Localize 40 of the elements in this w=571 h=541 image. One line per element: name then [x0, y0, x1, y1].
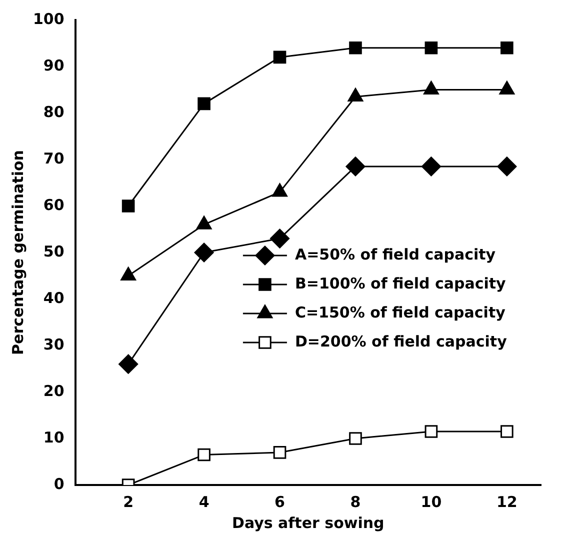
y-tick-label: 60	[43, 196, 64, 214]
point	[198, 97, 210, 110]
y-tick-label: 10	[43, 428, 64, 446]
y-tick-label: 80	[43, 102, 64, 121]
point	[273, 446, 286, 459]
point	[118, 354, 138, 374]
point	[349, 432, 362, 445]
x-tick-label: 4	[198, 492, 210, 511]
x-tick-label: 8	[350, 492, 361, 511]
point	[497, 156, 517, 176]
point	[500, 41, 514, 54]
legend-label: A=50% of field capacity	[294, 245, 496, 264]
point	[198, 448, 210, 462]
x-tick-label: 12	[496, 492, 518, 511]
x-tick-label: 6	[274, 492, 285, 511]
y-tick-label: 70	[43, 149, 64, 168]
legend-label: B=100% of field capacity	[294, 274, 506, 292]
y-tick-label: 0	[54, 474, 64, 493]
y-axis-title: Percentage germination	[8, 150, 27, 355]
y-tick-label: 90	[43, 56, 64, 74]
y-tick-label: 100	[33, 10, 64, 28]
y-tick-label: 20	[43, 382, 64, 400]
legend-label: C=150% of field capacity	[294, 303, 506, 322]
point	[194, 242, 214, 262]
point	[349, 41, 362, 54]
point	[122, 200, 135, 212]
point	[273, 50, 286, 64]
y-tick-label: 40	[43, 288, 64, 307]
legend-label: D=200% of field capacity	[294, 332, 508, 350]
x-tick-label: 2	[123, 492, 134, 511]
point	[346, 156, 366, 176]
point	[270, 228, 290, 248]
point	[424, 41, 438, 54]
x-axis-title: Days after sowing	[232, 514, 384, 532]
point	[421, 156, 441, 176]
point	[424, 425, 438, 438]
x-tick-label: 10	[420, 492, 442, 511]
point	[500, 425, 514, 438]
y-tick-label: 30	[43, 335, 64, 354]
y-tick-label: 50	[43, 242, 64, 260]
